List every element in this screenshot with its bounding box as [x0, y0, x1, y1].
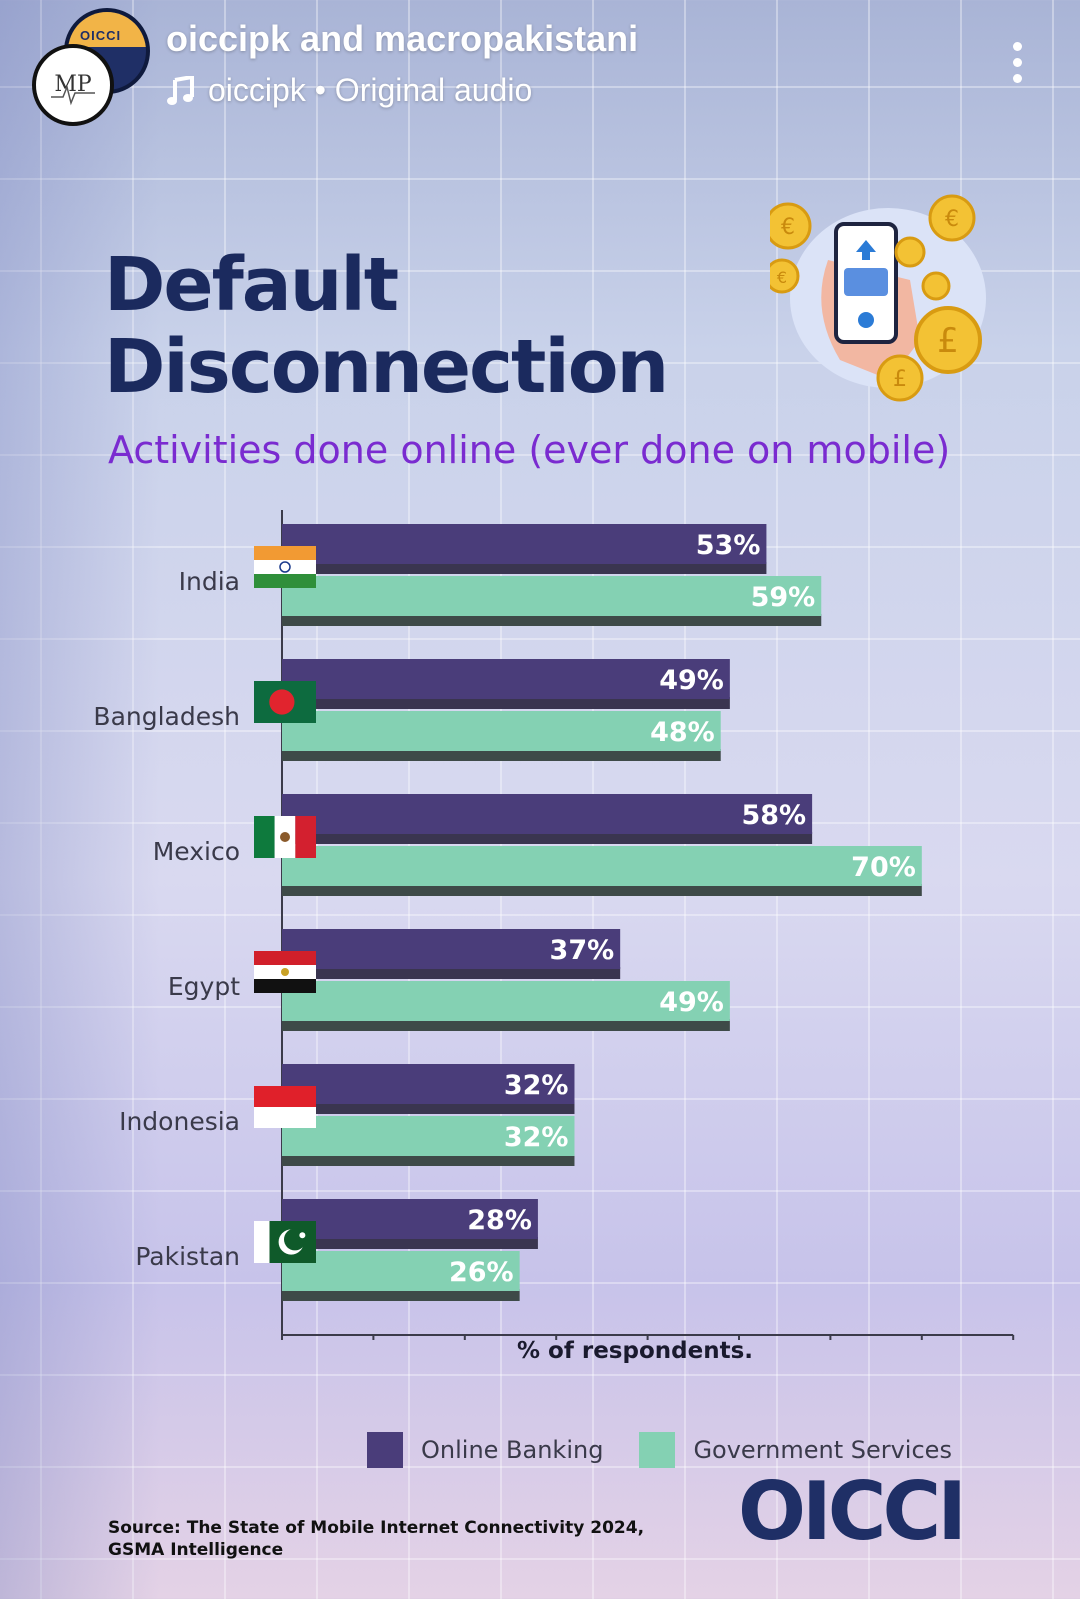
- euro-coin-right-icon: [928, 194, 976, 242]
- bar-online-banking-shadow: [282, 1237, 538, 1249]
- data-label-online-banking: 58%: [741, 800, 806, 831]
- audio-label: oiccipk • Original audio: [208, 72, 533, 108]
- chart-legend: Online Banking Government Services: [367, 1432, 988, 1468]
- bar-online-banking: [282, 1199, 538, 1239]
- legend-swatch-government-services: [639, 1432, 676, 1468]
- bar-online-banking-shadow: [282, 697, 730, 709]
- title-line-1: Default: [104, 242, 399, 328]
- category-label: Pakistan: [135, 1242, 240, 1271]
- egypt-flag-icon: [254, 951, 316, 993]
- more-options-icon[interactable]: [1010, 42, 1024, 92]
- avatar-back-text: OICCI: [80, 28, 122, 43]
- dollar-coin-small-icon: [921, 271, 951, 301]
- data-label-online-banking: 28%: [467, 1205, 532, 1236]
- category-label: India: [179, 567, 240, 596]
- card-icon: [844, 268, 888, 296]
- data-label-online-banking: 32%: [504, 1070, 569, 1101]
- bar-online-banking: [282, 659, 730, 699]
- data-label-online-banking: 49%: [659, 665, 724, 696]
- bar-government-services: [282, 1116, 575, 1156]
- source-line-2: GSMA Intelligence: [108, 1540, 284, 1560]
- bar-chart: 0102030405060708053%59%India49%48%Bangla…: [93, 510, 1015, 1340]
- bar-online-banking-shadow: [282, 1102, 575, 1114]
- data-label-government-services: 70%: [851, 852, 916, 883]
- bar-government-services-shadow: [282, 749, 721, 761]
- mp-logo-icon: MP: [51, 72, 95, 106]
- bar-online-banking-shadow: [282, 562, 767, 574]
- bar-online-banking: [282, 1064, 575, 1104]
- dollar-coin-icon: [894, 236, 926, 268]
- background-vignette: [0, 0, 160, 1599]
- svg-text:€: €: [945, 207, 959, 232]
- bar-online-banking-shadow: [282, 967, 621, 979]
- euro-coin-icon: [770, 202, 812, 250]
- data-label-government-services: 49%: [659, 987, 724, 1018]
- category-label: Mexico: [153, 837, 240, 866]
- svg-text:£: £: [893, 367, 907, 392]
- upload-arrow-icon: [856, 240, 876, 260]
- bar-government-services: [282, 1251, 520, 1291]
- svg-text:€: €: [781, 215, 795, 240]
- bar-government-services: [282, 981, 730, 1021]
- data-label-online-banking: 37%: [550, 935, 615, 966]
- legend-label-online-banking: Online Banking: [421, 1436, 604, 1464]
- audio-row[interactable]: oiccipk • Original audio: [166, 72, 532, 109]
- svg-text:£: £: [937, 321, 959, 361]
- macropakistani-avatar[interactable]: MP: [32, 44, 114, 126]
- category-label: Indonesia: [119, 1107, 240, 1136]
- post-header: OICCI MP oiccipk and macropakistani oicc…: [0, 0, 1080, 130]
- data-label-government-services: 59%: [751, 582, 816, 613]
- bar-government-services-shadow: [282, 1289, 520, 1301]
- bar-online-banking: [282, 929, 621, 969]
- title-line-2: Disconnection: [104, 324, 669, 410]
- check-icon: [858, 312, 874, 328]
- bar-government-services: [282, 711, 721, 751]
- legend-label-government-services: Government Services: [693, 1436, 952, 1464]
- svg-text:€: €: [777, 268, 787, 287]
- pound-coin-small-icon: [876, 354, 924, 402]
- bar-online-banking-shadow: [282, 832, 813, 844]
- source-line-1: Source: The State of Mobile Internet Con…: [108, 1518, 645, 1538]
- pound-coin-large-icon: [914, 306, 982, 374]
- bar-government-services: [282, 846, 922, 886]
- data-label-government-services: 32%: [504, 1122, 569, 1153]
- category-label: Egypt: [168, 972, 240, 1001]
- bar-online-banking: [282, 794, 813, 834]
- oicci-logo: OICCI: [738, 1465, 967, 1558]
- category-label: Bangladesh: [93, 702, 240, 731]
- legend-swatch-online-banking: [367, 1432, 403, 1468]
- euro-coin-small-icon: [770, 258, 800, 294]
- bar-government-services: [282, 576, 822, 616]
- post-usernames[interactable]: oiccipk and macropakistani: [166, 18, 639, 59]
- data-label-government-services: 48%: [650, 717, 715, 748]
- bar-government-services-shadow: [282, 1019, 730, 1031]
- music-note-icon: [167, 75, 194, 105]
- india-flag-icon: [254, 546, 316, 588]
- page-title: Default Disconnection: [104, 242, 669, 410]
- source-note: Source: The State of Mobile Internet Con…: [108, 1517, 668, 1561]
- bar-government-services-shadow: [282, 1154, 575, 1166]
- pakistan-flag-icon: [254, 1221, 316, 1263]
- data-label-government-services: 26%: [449, 1257, 514, 1288]
- data-label-online-banking: 53%: [696, 530, 761, 561]
- x-axis-label: % of respondents.: [517, 1338, 753, 1364]
- bar-government-services-shadow: [282, 884, 922, 896]
- indonesia-flag-icon: [254, 1086, 316, 1128]
- mobile-payment-illustration: € € € £ £: [770, 194, 986, 402]
- chart-subtitle: Activities done online (ever done on mob…: [108, 428, 951, 472]
- bangladesh-flag-icon: [254, 681, 316, 723]
- bar-government-services-shadow: [282, 614, 822, 626]
- bar-online-banking: [282, 524, 767, 564]
- mexico-flag-icon: [254, 816, 316, 858]
